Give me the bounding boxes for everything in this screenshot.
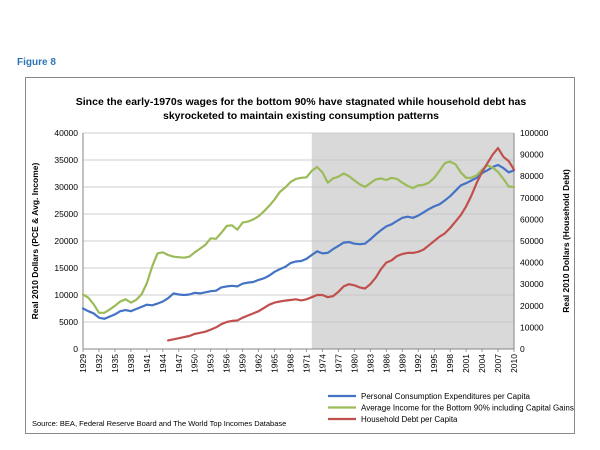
x-tick-label: 1992 [413, 354, 423, 373]
x-tick-label: 1953 [206, 354, 216, 373]
y-tick-label: 35000 [54, 155, 78, 165]
y2-tick-label: 100000 [520, 128, 549, 138]
x-tick-label: 1929 [78, 354, 88, 373]
y2-tick-label: 30000 [520, 279, 544, 289]
y2-tick-label: 60000 [520, 214, 544, 224]
x-tick-label: 1956 [222, 354, 232, 373]
x-tick-label: 1974 [317, 354, 327, 373]
x-tick-label: 2004 [477, 354, 487, 373]
x-tick-label: 1998 [445, 354, 455, 373]
x-tick-label: 1938 [126, 354, 136, 373]
y2-tick-label: 20000 [520, 301, 544, 311]
chart-title-line-1: Since the early-1970s wages for the bott… [76, 96, 527, 108]
x-tick-label: 1977 [333, 354, 343, 373]
x-tick-label: 1986 [381, 354, 391, 373]
y-axis-title-right: Real 2010 Dollars (Household Debt) [561, 169, 571, 313]
x-tick-label: 1980 [349, 354, 359, 373]
y2-tick-label: 10000 [520, 322, 544, 332]
y-tick-label: 40000 [54, 128, 78, 138]
x-tick-label: 1932 [94, 354, 104, 373]
x-tick-label: 1947 [174, 354, 184, 373]
x-tick-label: 1959 [238, 354, 248, 373]
chart-title-line-2: skyrocketed to maintain existing consump… [163, 110, 439, 122]
line-chart: Since the early-1970s wages for the bott… [30, 96, 574, 428]
x-tick-label: 1944 [158, 354, 168, 373]
y-tick-label: 0 [73, 344, 78, 354]
y-tick-label: 25000 [54, 209, 78, 219]
x-tick-label: 2001 [461, 354, 471, 373]
chart-frame: Since the early-1970s wages for the bott… [25, 77, 575, 434]
x-tick-label: 1989 [397, 354, 407, 373]
y-tick-label: 5000 [59, 317, 78, 327]
legend-label-pce: Personal Consumption Expenditures per Ca… [361, 392, 531, 401]
source-note: Source: BEA, Federal Reserve Board and T… [32, 419, 286, 428]
x-tick-label: 1995 [429, 354, 439, 373]
x-tick-label: 2007 [493, 354, 503, 373]
y2-tick-label: 0 [520, 344, 525, 354]
x-tick-label: 1971 [301, 354, 311, 373]
series-line-income [81, 160, 516, 314]
x-tick-label: 1962 [254, 354, 264, 373]
legend-label-debt: Household Debt per Capita [361, 415, 458, 424]
y-tick-label: 10000 [54, 290, 78, 300]
x-tick-label: 1968 [286, 354, 296, 373]
y2-tick-label: 80000 [520, 171, 544, 181]
figure-label: Figure 8 [17, 57, 56, 68]
legend-label-income: Average Income for the Bottom 90% includ… [361, 404, 574, 413]
series-line-pce [81, 163, 516, 320]
y2-tick-label: 50000 [520, 236, 544, 246]
x-tick-label: 2010 [509, 354, 519, 373]
y2-tick-label: 90000 [520, 150, 544, 160]
series-line-debt [167, 146, 516, 342]
x-tick-label: 1965 [270, 354, 280, 373]
x-tick-label: 1941 [142, 354, 152, 373]
x-tick-label: 1950 [190, 354, 200, 373]
y-tick-label: 15000 [54, 263, 78, 273]
x-tick-label: 1935 [110, 354, 120, 373]
y-tick-label: 30000 [54, 182, 78, 192]
y2-tick-label: 40000 [520, 258, 544, 268]
y-axis-title-left: Real 2010 Dollars (PCE & Avg. Income) [30, 163, 40, 320]
y-tick-label: 20000 [54, 236, 78, 246]
x-tick-label: 1983 [365, 354, 375, 373]
y2-tick-label: 70000 [520, 193, 544, 203]
